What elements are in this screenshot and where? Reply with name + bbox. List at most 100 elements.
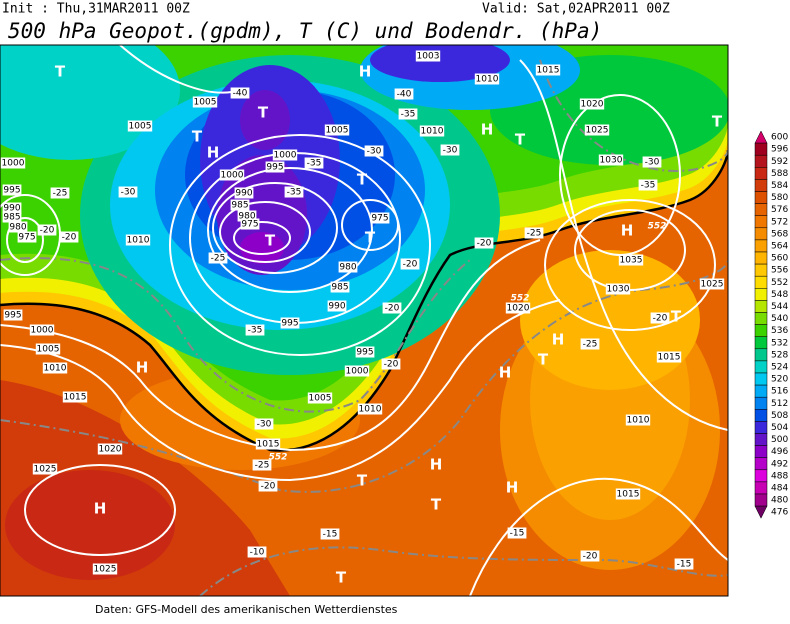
legend-label: 492	[771, 459, 788, 469]
isobar-label: 975	[18, 233, 35, 243]
isotherm-label: -35	[287, 188, 302, 198]
isobar-label: 1030	[607, 285, 630, 295]
legend-label: 500	[771, 435, 788, 445]
legend-swatch	[754, 300, 768, 313]
pressure-center: H	[552, 331, 565, 349]
label-box	[440, 144, 460, 156]
color-legend: 600 596 592 588 584 580 576 572 568 564 560 556 552 5…	[754, 130, 788, 519]
legend-arrow	[754, 505, 768, 519]
isobar-label: 990	[235, 189, 252, 199]
legend-label: 480	[771, 496, 788, 506]
label-box	[304, 157, 324, 169]
label-box	[400, 258, 420, 270]
map-title: 500 hPa Geopot.(gpdm), T (C) und Bodendr…	[8, 19, 602, 43]
label-box	[580, 338, 600, 350]
label-box	[615, 488, 641, 500]
label-box	[252, 459, 272, 471]
label-box	[598, 154, 624, 166]
pressure-center: H	[136, 359, 149, 377]
legend-swatch	[754, 227, 768, 241]
isobar-label: 1015	[537, 66, 560, 76]
legend-label: 536	[771, 326, 788, 336]
legend-label: 544	[771, 302, 788, 312]
legend-swatch	[754, 348, 768, 362]
pressure-center: H	[481, 121, 494, 139]
isotherm-label: -40	[233, 89, 248, 99]
field	[217, 155, 307, 275]
pressure-center: T	[265, 232, 276, 250]
label-box	[674, 558, 694, 570]
legend-label: 592	[771, 157, 788, 167]
isotherm-label: -25	[255, 461, 270, 471]
isobar	[233, 221, 291, 255]
isobar-label: 985	[3, 213, 20, 223]
label-box	[272, 149, 298, 161]
legend-swatch	[754, 215, 768, 229]
label-box	[247, 546, 267, 558]
legend-label: 488	[771, 471, 788, 481]
isobar	[544, 199, 716, 331]
label-box	[524, 227, 544, 239]
label-box	[580, 550, 600, 562]
isobar-label: 975	[371, 214, 388, 224]
label-box	[370, 212, 390, 224]
isotherm-label: -20	[583, 552, 598, 562]
pressure-center: T	[192, 128, 203, 146]
legend-label: 576	[771, 205, 788, 215]
field	[240, 90, 290, 150]
temperature-lines	[0, 59, 728, 596]
legend-swatch	[754, 433, 768, 446]
pressure-center: T	[365, 229, 376, 247]
isobar-label: 995	[281, 319, 298, 329]
pressure-center: T	[258, 104, 269, 122]
label-box	[192, 96, 218, 108]
isotherm-label: -30	[121, 188, 136, 198]
legend-swatch	[754, 312, 768, 325]
legend-swatch	[754, 421, 768, 434]
isotherm-label: -35	[401, 110, 416, 120]
legend-swatch	[754, 239, 768, 253]
legend-swatch	[754, 142, 768, 156]
isobar	[519, 59, 728, 431]
legend-swatch	[754, 445, 768, 458]
isotherm-label: -20	[653, 314, 668, 324]
isobar-label: 995	[356, 348, 373, 358]
pressure-center: T	[55, 63, 66, 81]
field	[240, 232, 284, 264]
isotherm-label: -35	[641, 181, 656, 191]
isotherm-label: -35	[307, 159, 322, 169]
pressure-center: H	[359, 63, 372, 81]
pressure-center: H	[207, 144, 220, 162]
isobar-label: 1005	[194, 98, 217, 108]
legend-label: 572	[771, 217, 788, 227]
isobar-label: 1025	[34, 465, 57, 475]
legend-label: 524	[771, 362, 788, 372]
label-box	[280, 317, 300, 329]
label-box	[419, 125, 445, 137]
isobar	[341, 199, 399, 251]
legend-label: 552	[771, 278, 788, 288]
label-box	[234, 187, 254, 199]
isotherm-label: -25	[583, 340, 598, 350]
legend-label: 564	[771, 241, 788, 251]
label-box	[50, 187, 70, 199]
legend-label: 568	[771, 229, 788, 239]
label-box	[584, 124, 610, 136]
label-box	[642, 156, 662, 168]
legend-swatch	[754, 263, 768, 277]
legend-swatch	[754, 191, 768, 204]
isobar-label: 1020	[99, 445, 122, 455]
isotherm-label: -40	[397, 90, 412, 100]
legend-swatch	[754, 360, 768, 374]
label-box	[344, 365, 370, 377]
isobar-label: 1010	[127, 236, 150, 246]
label-box	[327, 300, 347, 312]
isobar	[6, 217, 44, 263]
isobars	[0, 45, 728, 596]
isotherm-label: -25	[211, 254, 226, 264]
contour-label: 552	[269, 453, 288, 463]
label-box	[338, 261, 358, 273]
isobar-label: 975	[241, 220, 258, 230]
isobar	[212, 182, 338, 274]
